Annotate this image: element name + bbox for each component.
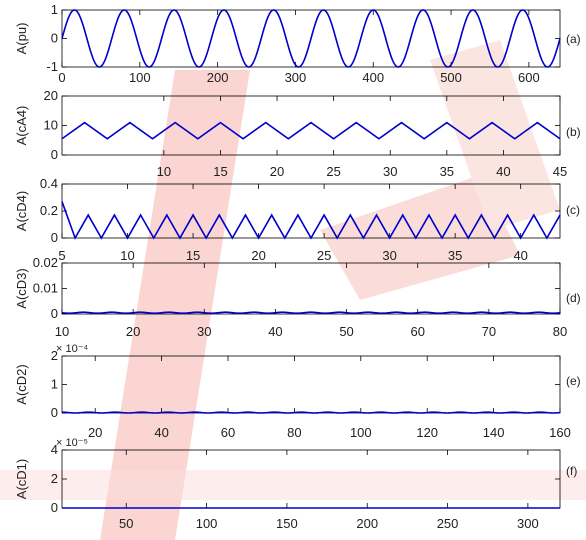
panel-tag: (a)	[566, 32, 581, 46]
y-tick-label: 0	[51, 405, 58, 420]
x-tick-label: 10	[120, 248, 134, 263]
x-tick-label: 600	[518, 70, 540, 85]
y-tick-label: 0	[51, 31, 58, 46]
y-tick-label: -1	[46, 59, 58, 74]
x-tick-label: 35	[440, 164, 454, 179]
x-tick-label: 140	[483, 425, 505, 440]
panel-tag: (b)	[566, 125, 581, 139]
y-tick-label: 1	[51, 2, 58, 17]
x-tick-label: 10	[157, 164, 171, 179]
x-tick-label: 20	[88, 425, 102, 440]
x-tick-label: 200	[207, 70, 229, 85]
y-tick-label: 1	[51, 377, 58, 392]
y-tick-label: 0.4	[40, 176, 58, 191]
x-tick-label: 80	[287, 425, 301, 440]
subplot-f: 50 100 150 200 250 300 0 2 4× 10⁻⁵ A(cD1) (f)	[14, 437, 577, 531]
x-tick-label: 160	[549, 425, 571, 440]
series-line	[61, 121, 561, 140]
subplot-e: 20 40 60 80 100 120 140 160 0 1 2× 10⁻⁴ A(cD2) (e)	[14, 343, 581, 440]
x-tick-label: 300	[285, 70, 307, 85]
x-tick-label: 35	[448, 248, 462, 263]
x-tick-label: 5	[58, 248, 65, 263]
x-tick-label: 50	[119, 516, 133, 531]
x-tick-label: 300	[517, 516, 539, 531]
y-exponent-label: × 10⁻⁴	[56, 343, 89, 355]
y-exponent-label: × 10⁻⁵	[56, 437, 88, 449]
x-tick-label: 40	[513, 248, 527, 263]
y-axis-label: A(cD2)	[14, 364, 29, 404]
x-tick-label: 25	[326, 164, 340, 179]
watermark-graphic	[0, 40, 586, 540]
x-tick-label: 120	[416, 425, 438, 440]
y-tick-label: 0	[51, 306, 58, 321]
x-tick-label: 40	[154, 425, 168, 440]
series-line	[61, 311, 561, 315]
axes-box	[61, 262, 561, 315]
x-tick-label: 20	[251, 248, 265, 263]
x-tick-label: 150	[276, 516, 298, 531]
y-axis-label: A(pu)	[14, 23, 29, 55]
y-tick-label: 0	[51, 230, 58, 245]
panel-tag: (d)	[566, 291, 581, 305]
y-tick-label: 4	[51, 442, 58, 457]
x-tick-label: 20	[126, 324, 140, 339]
x-tick-label: 15	[186, 248, 200, 263]
series-line	[61, 411, 561, 414]
y-tick-label: 0	[51, 500, 58, 515]
x-tick-label: 100	[350, 425, 372, 440]
y-tick-label: 20	[44, 88, 58, 103]
x-tick-label: 70	[482, 324, 496, 339]
x-tick-label: 400	[362, 70, 384, 85]
y-tick-label: 2	[51, 471, 58, 486]
subplot-c: 5 10 15 20 25 30 35 40 0 0.2 0.4 A(cD4) (c)	[14, 176, 580, 263]
y-tick-label: 0	[51, 147, 58, 162]
x-tick-label: 15	[213, 164, 227, 179]
x-tick-label: 250	[437, 516, 459, 531]
x-tick-label: 100	[129, 70, 151, 85]
x-tick-label: 40	[268, 324, 282, 339]
x-tick-label: 20	[270, 164, 284, 179]
x-tick-label: 40	[496, 164, 510, 179]
x-tick-label: 0	[58, 70, 65, 85]
series-line	[61, 9, 561, 68]
x-tick-label: 80	[553, 324, 567, 339]
subplot-b: 10 15 20 25 30 35 40 45 0 10 20 A(cA4) (b)	[14, 88, 581, 179]
series-line	[61, 201, 561, 240]
y-tick-label: 2	[51, 348, 58, 363]
x-tick-label: 10	[55, 324, 69, 339]
x-tick-label: 60	[410, 324, 424, 339]
x-tick-label: 60	[221, 425, 235, 440]
x-tick-label: 100	[196, 516, 218, 531]
y-axis-label: A(cD3)	[14, 268, 29, 308]
y-axis-label: A(cD4)	[14, 191, 29, 231]
panel-tag: (e)	[566, 374, 581, 388]
x-tick-label: 500	[440, 70, 462, 85]
subplot-d: 10 20 30 40 50 60 70 80 0 0.01 0.02 A(cD3) (d)	[14, 255, 581, 339]
y-tick-label: 0.02	[33, 255, 58, 270]
x-tick-label: 25	[317, 248, 331, 263]
panel-tag: (f)	[566, 464, 577, 478]
y-tick-label: 10	[44, 118, 58, 133]
y-axis-label: A(cA4)	[14, 106, 29, 146]
y-axis-label: A(cD1)	[14, 459, 29, 499]
x-tick-label: 30	[197, 324, 211, 339]
y-tick-label: 0.2	[40, 203, 58, 218]
panel-tag: (c)	[566, 203, 580, 217]
x-tick-label: 200	[356, 516, 378, 531]
x-tick-label: 30	[382, 248, 396, 263]
y-tick-label: 0.01	[33, 281, 58, 296]
x-tick-label: 50	[339, 324, 353, 339]
x-tick-label: 45	[553, 164, 567, 179]
x-tick-label: 30	[383, 164, 397, 179]
